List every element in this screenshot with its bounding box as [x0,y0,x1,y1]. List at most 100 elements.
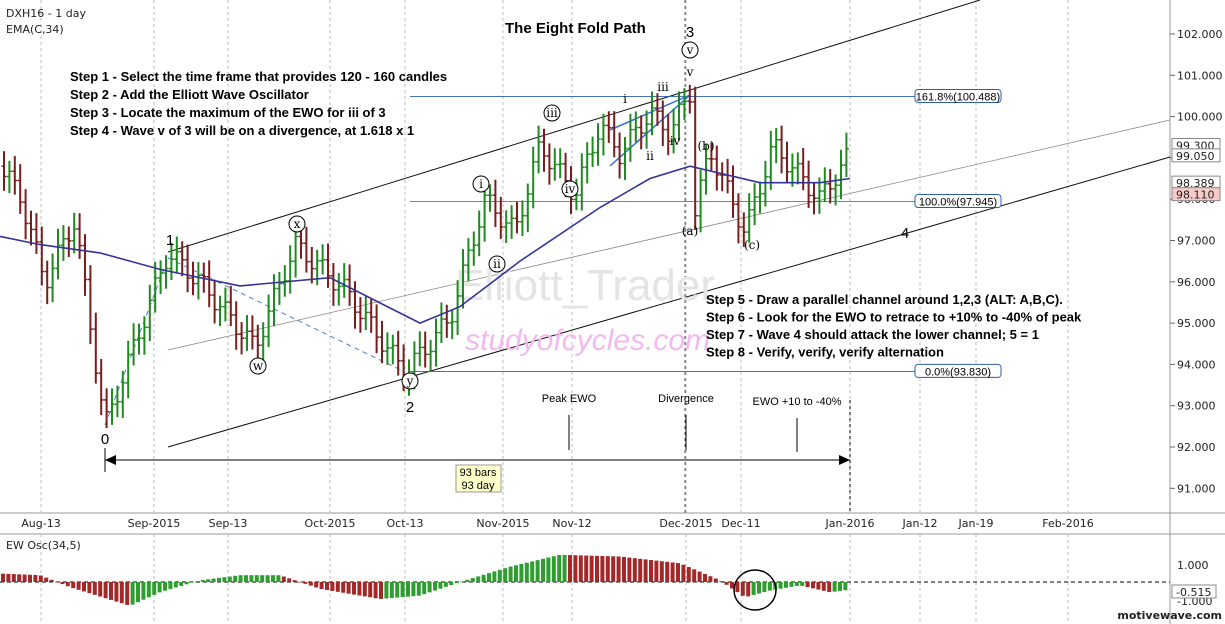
osc-histogram-bar [55,581,59,583]
measure-arrow-right [839,455,850,465]
price-bar [120,370,126,418]
price-bar [579,153,585,211]
osc-histogram-bar [676,563,680,582]
osc-histogram-bar [422,582,427,595]
price-bar [492,179,498,227]
price-bar [341,263,347,298]
osc-histogram-bar [168,582,173,590]
osc-histogram-bar [730,582,734,589]
price-bar [98,359,104,416]
price-bar [525,183,531,233]
osc-histogram-bar [838,582,842,591]
price-bar [255,324,261,362]
osc-histogram-bar [481,574,486,582]
osc-histogram-bar [746,582,751,597]
marker-label: EWO +10 to -40% [753,396,842,408]
osc-histogram-bar [649,560,653,582]
wave-label-minor: v [686,65,694,79]
wave-label-minor: (c) [744,238,760,252]
price-bar [309,246,315,284]
price-bar [768,130,774,190]
price-bar [363,296,369,331]
price-bar [465,238,471,282]
osc-histogram-bar [784,582,788,588]
price-bar [276,271,282,305]
wave-label-minor: ii [493,257,501,271]
osc-histogram-bar [443,582,448,587]
price-bar [190,261,196,296]
osc-histogram-bar [44,577,49,582]
osc-histogram-bar [546,557,551,582]
price-bar [509,205,515,239]
osc-histogram-bar [92,582,97,595]
price-bar [735,193,741,244]
step-right: Step 8 - Verify, verify, verify alternat… [706,345,944,360]
wedge-line [609,94,691,167]
price-bar [460,249,466,309]
bars-count-box [455,464,502,493]
price-bar [476,210,482,257]
osc-histogram-bar [767,582,772,591]
price-bar [244,315,250,351]
osc-histogram-bar [395,582,400,598]
osc-histogram-bar [265,575,270,582]
osc-histogram-bar [352,582,356,595]
price-bar [163,255,169,289]
osc-histogram-bar [260,575,265,582]
time-axis: Aug-13 Sep-2015 Sep-13 Oct-2015 Oct-13 Nov-20… [21,517,1093,530]
wave-label-circle [288,215,306,233]
osc-histogram-bar [303,582,308,584]
osc-histogram-bar [152,582,157,595]
osc-histogram-bar [406,582,410,597]
fib-level-label: 0.0%(93.830) [925,366,991,378]
osc-histogram-bar [470,578,475,582]
fib-level-box [914,363,1002,378]
osc-histogram-bar [492,571,497,582]
price-bar [789,153,795,187]
price-bar [55,228,61,280]
price-bar [125,340,131,399]
price-bar [336,273,342,306]
time-tick-label: Nov-12 [552,517,591,530]
osc-histogram-bar [703,573,707,582]
price-bar [438,302,444,343]
price-bar [827,168,833,204]
price-panel[interactable] [0,0,1170,513]
osc-histogram-bar [98,582,103,597]
osc-histogram-bar [346,582,351,594]
osc-histogram-bar [535,560,540,582]
osc-histogram-bar [119,582,124,604]
price-tag-label: 99.050 [1176,150,1215,163]
osc-histogram-bar [28,574,32,582]
osc-histogram-bar [616,556,621,582]
osc-histogram-bar [71,582,76,589]
annotation-text: DXH16 - 1 day EMA(C,34) The Eight Fold Pat… [6,7,1082,452]
price-bar [379,320,385,364]
price-bar [428,339,434,371]
price-bar [17,164,23,214]
osc-histogram-bar [708,576,713,582]
price-bar [600,113,606,156]
price-bar [158,260,164,294]
price-bar [168,242,174,281]
osc-histogram-bar [800,582,805,586]
price-bar [773,128,779,164]
osc-histogram-bar [611,556,616,582]
osc-value-box [1171,584,1217,599]
osc-histogram-bar [379,582,383,599]
price-bar [44,260,50,305]
osc-histogram-bar [843,582,848,591]
osc-histogram-bar [460,581,464,582]
price-bar [104,388,110,429]
osc-histogram-bar [643,559,648,582]
marker-label: Peak EWO [542,393,597,405]
osc-histogram-bar [254,575,259,582]
osc-histogram-bar [244,575,248,582]
osc-histogram-bar [314,582,319,588]
osc-histogram-bar [562,554,567,582]
measure-arrow-left [105,455,116,465]
osc-histogram-bar [627,557,632,582]
price-bar [33,213,39,254]
price-bar [757,181,763,214]
fib-level-label: 100.0%(97.945) [919,196,997,208]
